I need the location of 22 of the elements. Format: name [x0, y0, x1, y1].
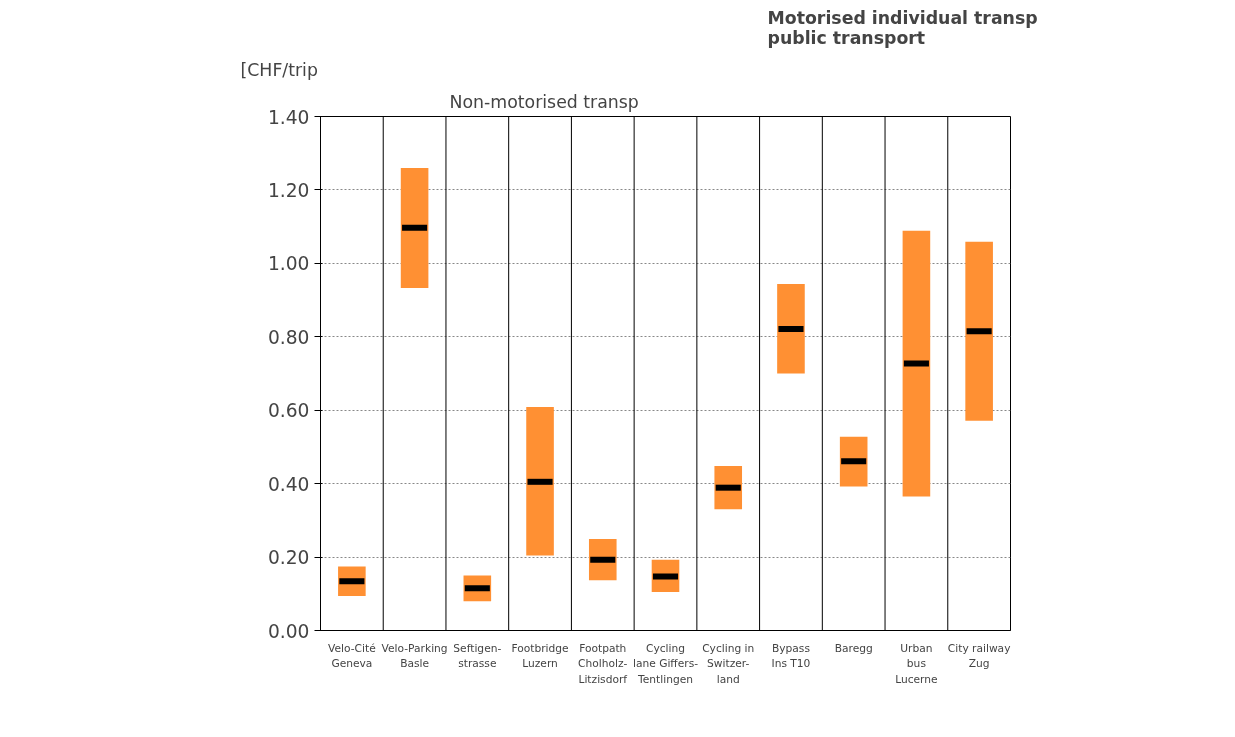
- x-tick-label: Velo-Cité Geneva: [328, 641, 376, 671]
- y-tick-label: 0.80: [267, 326, 310, 348]
- x-tick-label: Footpath Cholholz- Litzisdorf: [578, 641, 628, 686]
- x-tick-label: Urban bus Lucerne: [895, 641, 938, 686]
- text: Motorised individual transp public transport: [767, 7, 1038, 48]
- y-tick-label: 0.00: [267, 620, 310, 642]
- y-tick-label: 1.40: [267, 106, 310, 128]
- x-tick-label: Cycling in Switzer- land: [702, 641, 755, 686]
- x-tick-label: Bypass Ins T10: [771, 641, 811, 671]
- x-tick-label: Cycling lane Giffers- Tentlingen: [632, 641, 699, 686]
- y-tick-label: 1.00: [267, 253, 310, 275]
- y-tick-label: 0.20: [267, 547, 310, 569]
- x-tick-label: City railway Zug: [947, 641, 1011, 671]
- x-tick-label: Velo-Parking Basle: [381, 641, 448, 671]
- y-tick-label: 1.20: [267, 179, 310, 201]
- x-tick-label: Seftigen- strasse: [453, 641, 502, 671]
- y-tick-label: 0.40: [267, 473, 310, 495]
- y-tick-label: 0.60: [267, 400, 310, 422]
- text: Non-motorised transp: [449, 91, 639, 112]
- y-axis-title: [CHF/trip: [240, 59, 318, 80]
- x-tick-label: Baregg: [834, 641, 873, 655]
- x-tick-label: Footbridge Luzern: [511, 641, 569, 671]
